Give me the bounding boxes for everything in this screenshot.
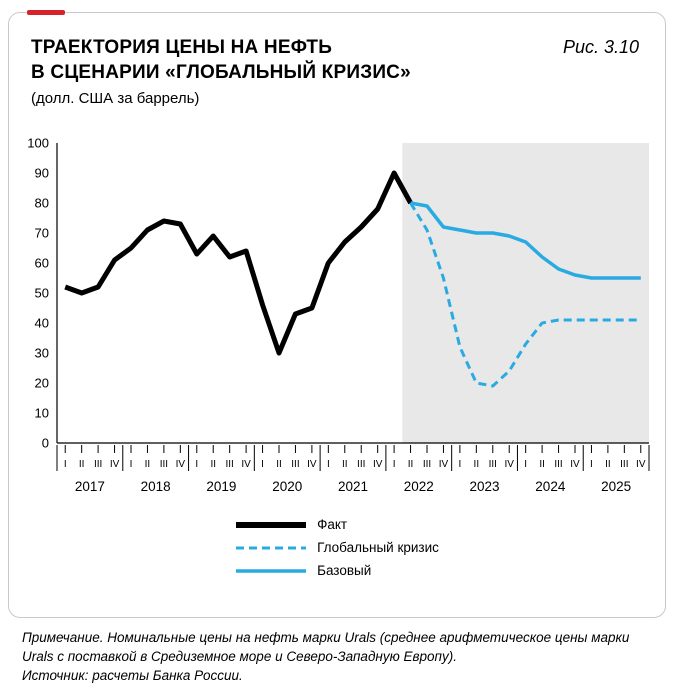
quarter-label: IV: [636, 459, 646, 470]
quarter-label: II: [342, 459, 348, 470]
quarter-label: III: [291, 459, 299, 470]
source-text: Источник: расчеты Банка России.: [22, 668, 243, 684]
quarter-label: IV: [504, 459, 514, 470]
year-label: 2021: [338, 479, 368, 494]
quarter-label: II: [408, 459, 414, 470]
figure-number: Рис. 3.10: [562, 37, 639, 57]
quarter-label: III: [554, 459, 562, 470]
chart-units-label: (долл. США за баррель): [31, 90, 200, 108]
legend-label-crisis: Глобальный кризис: [317, 540, 439, 556]
x-axis-year-labels: 2017 2018 2019 2020 2021 2022 2023 2024 2025: [56, 444, 650, 494]
quarter-label: IV: [373, 459, 383, 470]
quarter-label: I: [195, 459, 198, 470]
y-tick-label: 80: [35, 195, 49, 210]
legend-label-fact: Факт: [317, 517, 348, 533]
quarter-label: IV: [176, 459, 186, 470]
quarter-label: I: [393, 459, 396, 470]
y-tick-label: 60: [35, 255, 49, 270]
year-label: 2017: [75, 479, 105, 494]
quarter-label: III: [423, 459, 431, 470]
quarter-label: IV: [570, 459, 580, 470]
year-label: 2018: [141, 479, 171, 494]
quarter-label: IV: [307, 459, 317, 470]
quarter-label: III: [160, 459, 168, 470]
y-tick-label: 0: [42, 435, 49, 450]
quarter-label: I: [524, 459, 527, 470]
baseline-line-swatch: [236, 568, 307, 573]
quarter-label: II: [210, 459, 216, 470]
quarter-label: I: [64, 459, 67, 470]
quarter-label: I: [327, 459, 330, 470]
fact-line-swatch: [236, 521, 307, 528]
quarter-label: II: [474, 459, 480, 470]
legend-item-baseline: Базовый: [235, 561, 439, 581]
figure-notes: Примечание. Номинальные цены на нефть ма…: [22, 628, 640, 685]
quarter-label: I: [261, 459, 264, 470]
y-tick-label: 30: [35, 345, 49, 360]
year-label: 2025: [601, 479, 631, 494]
figure-card: ТРАЕКТОРИЯ ЦЕНЫ НА НЕФТЬ В СЦЕНАРИИ «ГЛО…: [8, 10, 666, 618]
series-line-1: [409, 201, 641, 388]
chart-title-line2: В СЦЕНАРИИ «ГЛОБАЛЬНЫЙ КРИЗИС»: [31, 62, 411, 84]
oil-price-chart: 0 10 20 30 40 50 60 70 80 90 100 I II III IV I II III IV I I…: [21, 135, 665, 507]
y-tick-label: 90: [35, 165, 49, 180]
figure-header: ТРАЕКТОРИЯ ЦЕНЫ НА НЕФТЬ В СЦЕНАРИИ «ГЛО…: [9, 13, 665, 111]
y-tick-label: 50: [35, 285, 49, 300]
year-label: 2024: [535, 479, 566, 494]
y-tick-label: 70: [35, 225, 49, 240]
y-tick-label: 20: [35, 375, 49, 390]
quarter-label: II: [276, 459, 282, 470]
quarter-label: IV: [110, 459, 120, 470]
legend-item-fact: Факт: [235, 515, 439, 535]
year-label: 2019: [206, 479, 236, 494]
y-tick-label: 100: [27, 135, 49, 150]
quarter-label: II: [145, 459, 151, 470]
legend-label-baseline: Базовый: [317, 563, 372, 579]
legend-item-crisis: Глобальный кризис: [235, 538, 439, 558]
note-text: Примечание. Номинальные цены на нефть ма…: [22, 630, 630, 665]
chart-title-line1: ТРАЕКТОРИЯ ЦЕНЫ НА НЕФТЬ: [31, 37, 333, 58]
quarter-label: III: [225, 459, 233, 470]
x-axis-quarter-labels: I II III IV I II III IV I II III IV I II III IV I II III IV…: [64, 444, 646, 470]
quarter-label: III: [357, 459, 365, 470]
year-label: 2020: [272, 479, 302, 494]
year-label: 2023: [470, 479, 500, 494]
legend-items: Факт Глобальный кризис Базовый: [235, 515, 439, 581]
y-tick-label: 10: [35, 405, 49, 420]
quarter-label: I: [130, 459, 133, 470]
series-line-0: [64, 170, 413, 356]
title-block: ТРАЕКТОРИЯ ЦЕНЫ НА НЕФТЬ В СЦЕНАРИИ «ГЛО…: [31, 35, 411, 111]
red-accent-mark: [27, 10, 65, 15]
quarter-label: II: [539, 459, 545, 470]
quarter-label: IV: [241, 459, 251, 470]
y-tick-label: 40: [35, 315, 49, 330]
quarter-label: III: [489, 459, 497, 470]
forecast-region: [402, 142, 649, 443]
quarter-label: IV: [439, 459, 449, 470]
quarter-label: III: [94, 459, 102, 470]
quarter-label: III: [620, 459, 628, 470]
chart-legend: Факт Глобальный кризис Базовый: [9, 515, 665, 581]
quarter-label: II: [605, 459, 611, 470]
quarter-label: I: [590, 459, 593, 470]
quarter-label: II: [79, 459, 85, 470]
quarter-label: I: [458, 459, 461, 470]
year-label: 2022: [404, 479, 434, 494]
crisis-line-swatch: [236, 546, 307, 550]
series-line-2: [410, 200, 641, 280]
y-axis-labels: 0 10 20 30 40 50 60 70 80 90 100: [27, 135, 49, 450]
